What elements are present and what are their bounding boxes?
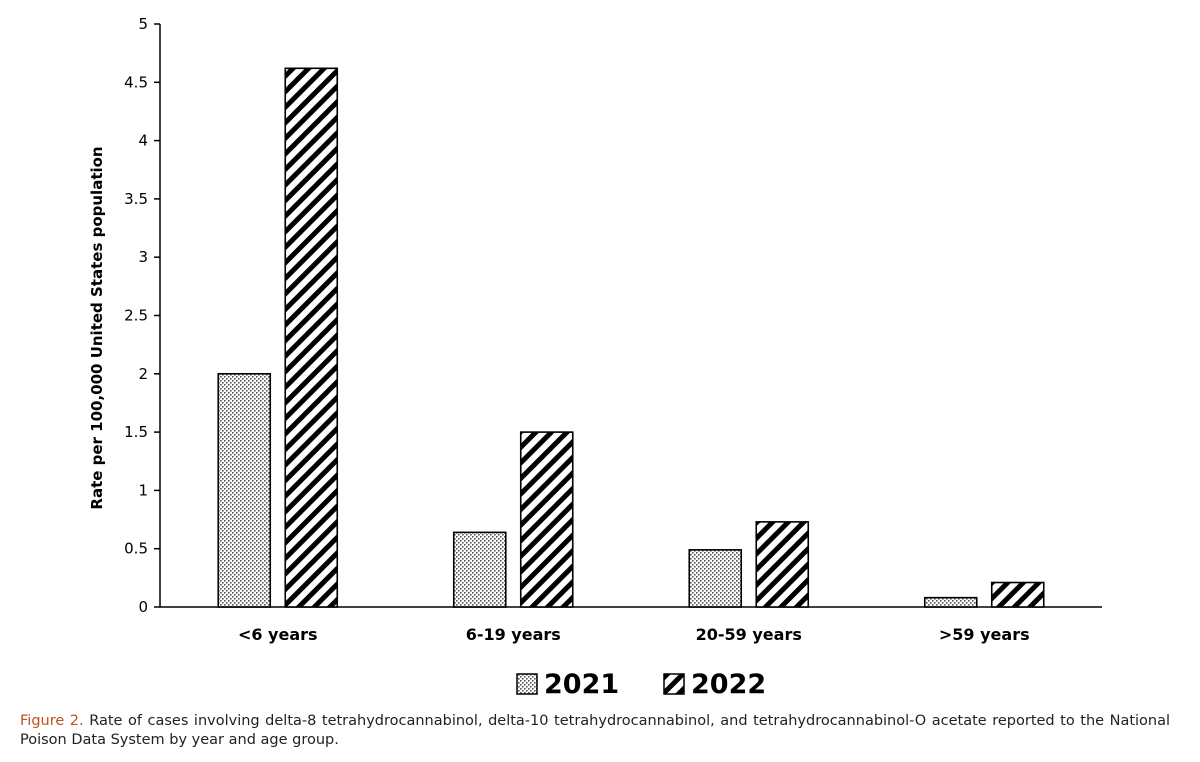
x-category-label: 6-19 years	[466, 625, 561, 644]
y-axis: 0 0.5 1 1.5 2 2.5 3 3.5 4 4.5 5	[124, 15, 161, 616]
figure-label: Figure 2.	[20, 713, 84, 729]
bar-2022-3	[755, 521, 810, 608]
x-category-label: 20-59 years	[696, 625, 802, 644]
bar-2021-3	[688, 549, 743, 608]
x-category-label: >59 years	[939, 625, 1030, 644]
figure-caption: Figure 2. Rate of cases involving delta-…	[20, 712, 1170, 750]
y-axis-title: Rate per 100,000 United States populatio…	[88, 146, 106, 509]
bar-2022-4	[990, 581, 1045, 608]
y-tick-label: 0.5	[124, 540, 148, 558]
y-tick-label: 5	[138, 15, 148, 33]
bar-2021-4	[923, 596, 978, 608]
y-tick-label: 2	[138, 365, 148, 383]
bar-2021-1	[217, 372, 272, 608]
y-tick-label: 2.5	[124, 307, 148, 325]
legend: 2021 2022	[516, 669, 766, 700]
bar-2022-1	[284, 67, 339, 608]
bar-chart: 0 0.5 1 1.5 2 2.5 3 3.5 4 4.5 5 <6 years 6-19 years…	[88, 15, 1102, 700]
bars	[217, 67, 1045, 608]
category-labels: <6 years 6-19 years 20-59 years >59 years	[238, 625, 1030, 644]
legend-swatch-2021	[516, 673, 538, 695]
caption-text: Rate of cases involving delta-8 tetrahyd…	[20, 713, 1171, 748]
y-tick-label: 1.5	[124, 423, 148, 441]
y-tick-label: 0	[138, 598, 148, 616]
y-tick-label: 4.5	[124, 73, 148, 91]
legend-label-2021: 2021	[544, 669, 619, 700]
bar-2022-2	[519, 431, 574, 608]
y-tick-label: 1	[138, 481, 148, 499]
bar-2021-2	[452, 531, 507, 608]
legend-label-2022: 2022	[691, 669, 766, 700]
x-category-label: <6 years	[238, 625, 318, 644]
y-tick-label: 3	[138, 248, 148, 266]
legend-swatch-2022	[663, 673, 685, 695]
y-tick-label: 4	[138, 132, 148, 150]
y-tick-label: 3.5	[124, 190, 148, 208]
